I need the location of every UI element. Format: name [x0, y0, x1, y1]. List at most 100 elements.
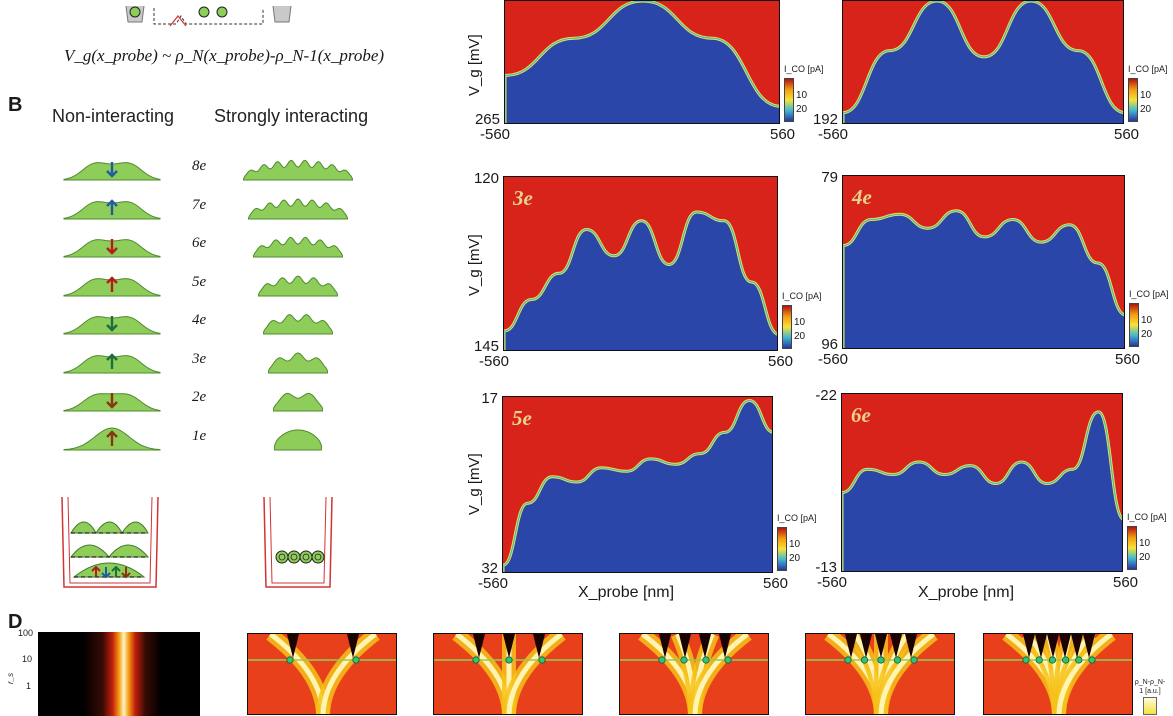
x-axis-label: X_probe [nm] [918, 584, 1015, 601]
strongly-interacting-profile [247, 189, 349, 221]
electron-number-label: 3e [192, 350, 207, 367]
colorbar-tick: 20 [1141, 329, 1153, 340]
non-interacting-profile [62, 227, 162, 259]
x-tick-max: 560 [1113, 574, 1139, 591]
density-map-6 [983, 633, 1133, 715]
colorbar [784, 78, 794, 122]
y-axis-label: V_g [mV] [466, 34, 483, 96]
reservoir-right-icon [272, 5, 292, 23]
y-tick-top: 79 [821, 169, 838, 186]
electron-count-label: 3e [513, 186, 533, 210]
non-interacting-profile [62, 343, 162, 375]
panel-d-ytick-10: 10 [22, 654, 33, 664]
electron-icon [129, 6, 141, 18]
current-map-1 [504, 0, 780, 124]
strongly-interacting-profile [262, 304, 334, 336]
colorbar-title: I_CO [pA] [1129, 289, 1169, 299]
colorbar [777, 527, 787, 571]
electron-number-label: 8e [192, 158, 207, 174]
x-axis-label: X_probe [nm] [578, 584, 675, 601]
y-axis-label: V_g [mV] [466, 234, 483, 296]
colorbar [1128, 78, 1138, 122]
electron-number-label: 2e [192, 389, 207, 405]
x-tick-min: -560 [818, 126, 849, 143]
colorbar-tick: 20 [1140, 104, 1152, 115]
electron-number-label: 1e [192, 427, 207, 444]
colorbar-tick: 10 [1141, 315, 1153, 326]
y-tick-bottom: 145 [473, 338, 499, 355]
strongly-interacting-profile [252, 227, 344, 259]
trap-outline [153, 8, 264, 25]
heading-non-interacting: Non-interacting [52, 106, 175, 126]
x-tick-min: -560 [817, 574, 848, 591]
density-map-4 [619, 633, 769, 715]
current-map-3 [503, 176, 778, 351]
heading-strongly-interacting: Strongly interacting [214, 106, 369, 126]
colorbar-tick: 10 [1140, 90, 1152, 101]
electron-number-label: 5e [192, 273, 207, 290]
non-interacting-profile [62, 304, 162, 336]
x-tick-max: 560 [763, 575, 789, 592]
density-map-3 [433, 633, 583, 715]
y-tick-bottom: 265 [474, 111, 500, 128]
non-interacting-profile [62, 266, 162, 298]
well-non-interacting [56, 496, 166, 597]
density-map-5 [805, 633, 955, 715]
strongly-interacting-profile [267, 343, 329, 375]
y-tick-bottom: 96 [821, 336, 838, 353]
colorbar-tick: 20 [789, 553, 801, 564]
y-tick-top: 120 [473, 170, 499, 187]
strongly-interacting-profile [272, 381, 324, 413]
electron-number-label: 4e [192, 312, 207, 328]
panel-d-ytick-100: 100 [18, 628, 34, 638]
x-tick-min: -560 [480, 126, 511, 143]
colorbar-tick: 20 [796, 104, 808, 115]
electron-count-label: 4e [852, 185, 872, 209]
current-map-4 [842, 175, 1125, 349]
x-tick-max: 560 [1115, 351, 1141, 368]
strongly-interacting-profile [257, 266, 339, 298]
current-map-2 [842, 0, 1124, 124]
colorbar [1129, 303, 1139, 347]
x-tick-max: 560 [1114, 126, 1140, 143]
electron-icon [216, 6, 228, 18]
non-interacting-profile [62, 420, 162, 452]
electron-number-label: 7e [192, 196, 207, 213]
electron-icon [198, 6, 210, 18]
colorbar-title: I_CO [pA] [1127, 512, 1167, 522]
x-tick-min: -560 [818, 351, 849, 368]
colorbar-tick: 10 [1139, 538, 1151, 549]
panel-d-ytick-1: 1 [26, 681, 32, 691]
current-map-5 [502, 396, 773, 573]
colorbar-tick: 20 [1139, 552, 1151, 563]
panel-a-sketch [118, 2, 308, 28]
x-tick-min: -560 [479, 353, 510, 370]
panel-d-colorbar-title: ρ_N-ρ_N-1 [a.u.] [1134, 679, 1166, 695]
electron-count-label: 5e [512, 406, 532, 430]
non-interacting-profile [62, 189, 162, 221]
colorbar-tick: 10 [794, 317, 806, 328]
panel-d-ylabel: r_s [6, 672, 15, 684]
colorbar [1127, 526, 1137, 570]
well-strongly-interacting [258, 496, 338, 597]
y-tick-bottom: 32 [481, 560, 498, 577]
colorbar-tick: 10 [796, 90, 808, 101]
colorbar-title: I_CO [pA] [784, 64, 824, 74]
colorbar-tick: 20 [794, 331, 806, 342]
colorbar-title: I_CO [pA] [777, 513, 817, 523]
strongly-interacting-profile [242, 150, 354, 182]
y-axis-label: V_g [mV] [466, 453, 483, 515]
panel-b-letter: B [8, 94, 23, 116]
x-tick-min: -560 [478, 575, 509, 592]
strongly-interacting-profile [273, 420, 323, 452]
x-tick-max: 560 [770, 126, 796, 143]
panel-d-letter: D [8, 611, 23, 633]
current-map-6 [841, 393, 1123, 572]
panel-d-colorbar [1143, 697, 1157, 715]
x-tick-max: 560 [768, 353, 794, 370]
colorbar [782, 305, 792, 349]
y-tick-bottom: 192 [812, 111, 838, 128]
density-map-2 [247, 633, 397, 715]
panel-d-map-1 [38, 632, 200, 716]
colorbar-tick: 10 [789, 539, 801, 550]
